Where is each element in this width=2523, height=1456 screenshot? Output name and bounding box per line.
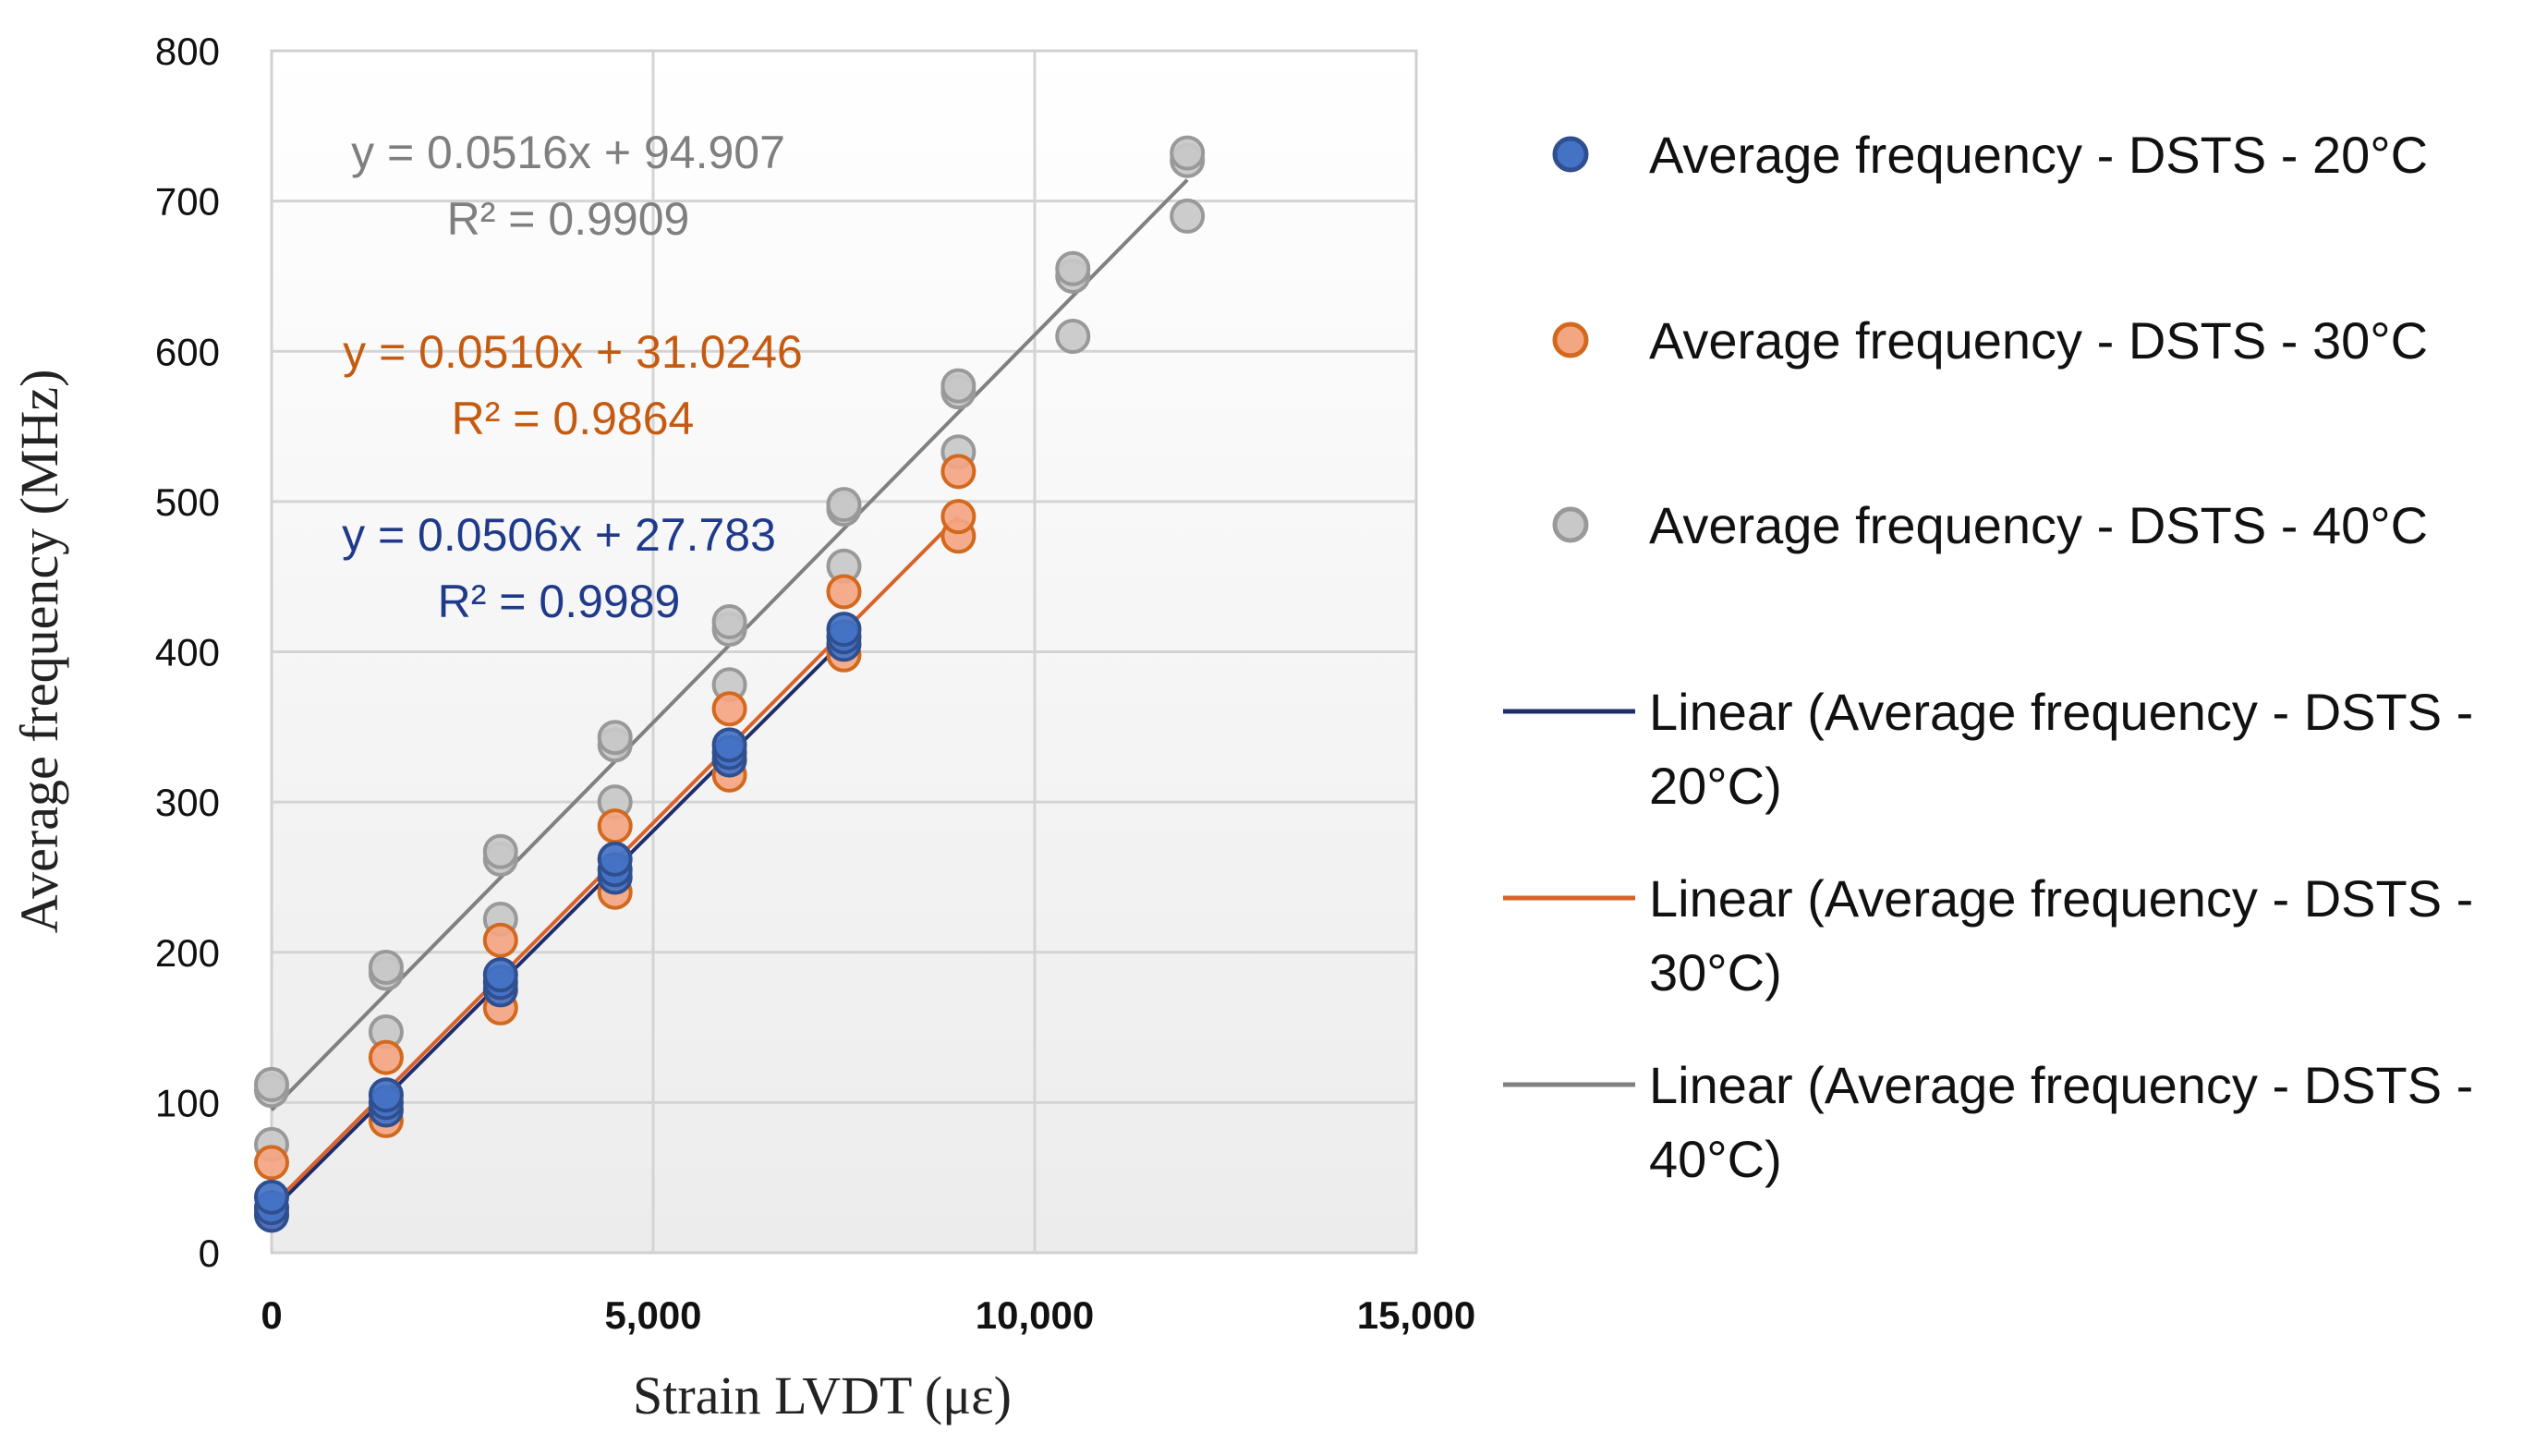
point-30c <box>482 922 518 958</box>
legend-marker-40c <box>1552 506 1589 543</box>
grid <box>272 51 1416 1253</box>
x-axis-ticks: 0 5,000 10,000 15,000 <box>261 1293 1475 1337</box>
r2-40c: R² = 0.9909 <box>447 193 690 245</box>
legend-item-linear-20c: Linear (Average frequency - DSTS - 20°C) <box>1503 683 2473 815</box>
legend-item-linear-30c: Linear (Average frequency - DSTS - 30°C) <box>1503 869 2473 1001</box>
y-tick-label: 200 <box>155 931 220 975</box>
point-30c <box>368 1039 404 1075</box>
y-tick-label: 400 <box>155 631 220 674</box>
point-40c <box>1055 250 1091 286</box>
point-40c <box>826 487 862 523</box>
legend-item-40c: Average frequency - DSTS - 40°C <box>1552 496 2428 554</box>
legend-linear-20c-line1: Linear (Average frequency - DSTS - <box>1649 683 2473 741</box>
point-40c <box>368 950 404 986</box>
equation-40c: y = 0.0516x + 94.907 <box>351 127 785 178</box>
point-20c <box>711 727 747 763</box>
point-40c <box>597 720 633 756</box>
equation-30c: y = 0.0510x + 31.0246 <box>343 326 803 378</box>
y-tick-label: 600 <box>155 330 220 373</box>
y-tick-label: 700 <box>155 180 220 224</box>
legend-item-linear-40c: Linear (Average frequency - DSTS - 40°C) <box>1503 1056 2473 1188</box>
legend-label-20c: Average frequency - DSTS - 20°C <box>1649 126 2428 184</box>
x-tick-label: 0 <box>261 1293 282 1337</box>
r2-30c: R² = 0.9864 <box>452 393 695 444</box>
trendline-equations: y = 0.0516x + 94.907 R² = 0.9909 y = 0.0… <box>342 127 803 627</box>
point-40c <box>254 1066 289 1102</box>
legend-label-30c: Average frequency - DSTS - 30°C <box>1649 311 2428 370</box>
legend-marker-30c <box>1552 322 1589 358</box>
point-20c <box>597 841 633 877</box>
point-30c <box>826 574 862 610</box>
y-axis-ticks: 0 100 200 300 400 500 600 700 800 <box>155 30 220 1275</box>
x-tick-label: 10,000 <box>976 1293 1094 1337</box>
point-30c <box>940 454 976 490</box>
y-axis-title: Average frequency (MHz) <box>9 370 69 934</box>
r2-20c: R² = 0.9989 <box>438 576 681 627</box>
point-30c <box>597 808 633 844</box>
legend-item-20c: Average frequency - DSTS - 20°C <box>1552 126 2428 184</box>
point-30c <box>940 499 976 535</box>
x-tick-label: 15,000 <box>1357 1293 1475 1337</box>
point-20c <box>254 1179 289 1215</box>
y-tick-label: 500 <box>155 480 220 524</box>
point-20c <box>368 1077 404 1113</box>
legend-linear-30c-line2: 30°C) <box>1649 943 1782 1001</box>
x-tick-label: 5,000 <box>604 1293 701 1337</box>
point-40c <box>711 603 747 639</box>
y-tick-label: 100 <box>155 1081 220 1124</box>
point-30c <box>254 1145 289 1181</box>
point-40c <box>1170 198 1206 234</box>
x-axis-title: Strain LVDT (με) <box>633 1365 1012 1426</box>
point-40c <box>482 833 518 869</box>
point-40c <box>1055 318 1091 354</box>
legend-linear-20c-line2: 20°C) <box>1649 757 1782 815</box>
legend-linear-30c-line1: Linear (Average frequency - DSTS - <box>1649 869 2473 928</box>
trendline-20c <box>270 639 845 1213</box>
point-20c <box>826 612 862 648</box>
y-tick-label: 0 <box>199 1232 220 1275</box>
point-30c <box>711 691 747 727</box>
y-tick-label: 300 <box>155 781 220 824</box>
legend: Average frequency - DSTS - 20°C Average … <box>1503 126 2473 1188</box>
point-40c <box>1170 135 1206 171</box>
y-tick-label: 800 <box>155 30 220 73</box>
point-20c <box>482 957 518 993</box>
plot-area <box>270 49 1418 1255</box>
equation-20c: y = 0.0506x + 27.783 <box>342 509 776 561</box>
point-40c <box>940 368 976 404</box>
legend-linear-40c-line1: Linear (Average frequency - DSTS - <box>1649 1056 2473 1114</box>
legend-item-30c: Average frequency - DSTS - 30°C <box>1552 311 2428 370</box>
legend-label-40c: Average frequency - DSTS - 40°C <box>1649 496 2428 554</box>
legend-marker-20c <box>1552 136 1589 173</box>
legend-linear-40c-line2: 40°C) <box>1649 1130 1782 1188</box>
data-points <box>254 135 1206 1233</box>
